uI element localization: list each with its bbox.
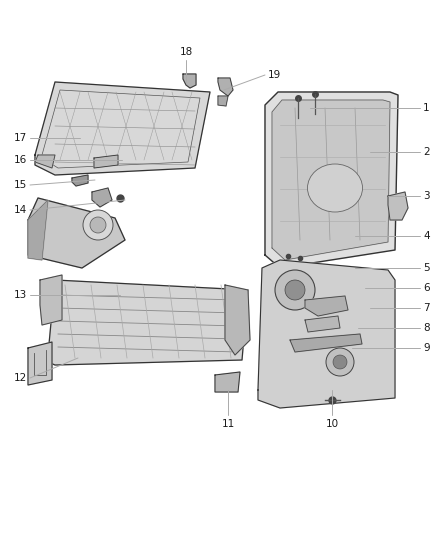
Polygon shape [218,78,233,96]
Polygon shape [215,372,240,392]
Polygon shape [305,296,348,316]
Circle shape [326,348,354,376]
Polygon shape [388,192,408,220]
Text: 2: 2 [423,147,430,157]
Text: 10: 10 [325,419,339,429]
Text: 18: 18 [180,47,193,57]
Polygon shape [28,198,125,268]
Polygon shape [272,100,390,260]
Text: 13: 13 [14,290,27,300]
Text: 19: 19 [268,70,281,80]
Text: 11: 11 [221,419,235,429]
Polygon shape [225,285,250,355]
Polygon shape [40,275,62,325]
Polygon shape [94,155,118,168]
Circle shape [275,270,315,310]
Text: 17: 17 [14,133,27,143]
Polygon shape [48,280,248,365]
Polygon shape [92,188,112,207]
Polygon shape [35,155,55,168]
Polygon shape [28,342,52,385]
Polygon shape [28,200,48,260]
Polygon shape [290,334,362,352]
Circle shape [90,217,106,233]
Text: 8: 8 [423,323,430,333]
Polygon shape [258,260,395,408]
Text: 12: 12 [14,373,27,383]
Text: 15: 15 [14,180,27,190]
Polygon shape [183,74,196,88]
Text: 7: 7 [423,303,430,313]
Text: 3: 3 [423,191,430,201]
Text: 16: 16 [14,155,27,165]
Polygon shape [72,175,88,186]
Polygon shape [218,96,228,106]
Polygon shape [35,82,210,175]
Text: 6: 6 [423,283,430,293]
Text: 9: 9 [423,343,430,353]
Polygon shape [305,316,340,332]
Text: 1: 1 [423,103,430,113]
Text: 14: 14 [14,205,27,215]
Text: 5: 5 [423,263,430,273]
Circle shape [285,280,305,300]
Polygon shape [265,92,398,268]
Ellipse shape [307,164,363,212]
Circle shape [83,210,113,240]
Text: 4: 4 [423,231,430,241]
Circle shape [333,355,347,369]
